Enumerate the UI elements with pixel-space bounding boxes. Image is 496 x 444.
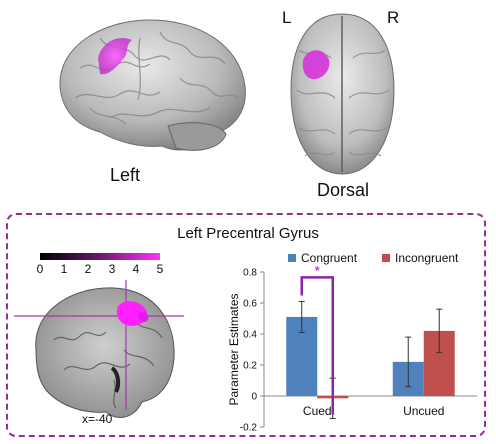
dorsal-view-label: Dorsal: [317, 180, 370, 200]
legend-swatch-incongruent: [382, 254, 390, 262]
sagittal-slice: [14, 280, 184, 418]
y-tick-label: -0.2: [240, 423, 258, 434]
x-tick-label: Cued: [303, 404, 332, 418]
dorsal-brain-render: [290, 13, 395, 175]
left-view-label: Left: [110, 165, 141, 185]
colorbar-tick: 0: [36, 262, 44, 276]
colorbar-tick: 1: [60, 262, 68, 276]
lateral-brain-render: [59, 19, 246, 151]
y-tick-label: 0.8: [243, 268, 257, 279]
y-tick-label: 0.2: [243, 361, 257, 372]
colorbar-tick: 5: [156, 262, 164, 276]
colorbar-tick: 2: [84, 262, 92, 276]
bar-chart: -0.2 0 0.2 0.4 0.6 0.8 Parameter Estimates Cued…: [227, 251, 477, 434]
significance-bracket: [300, 276, 334, 415]
left-hemisphere-label: L: [282, 8, 292, 27]
x-tick-label: Uncued: [403, 404, 444, 418]
colorbar-tick: 3: [108, 262, 116, 276]
significance-marker: *: [315, 262, 321, 278]
right-hemisphere-label: R: [387, 8, 400, 27]
roi-panel-frame: [6, 213, 486, 437]
y-tick-label: 0.6: [243, 299, 257, 310]
legend-label-incongruent: Incongruent: [395, 251, 459, 265]
legend-label-congruent: Congruent: [301, 251, 358, 265]
y-tick-label: 0: [251, 392, 257, 403]
slice-coordinate: x=-40: [82, 412, 113, 426]
colorbar-tick: 4: [132, 262, 140, 276]
colorbar: [40, 253, 160, 260]
y-tick-label: 0.4: [243, 330, 257, 341]
legend-swatch-congruent: [288, 254, 296, 262]
y-axis-label: Parameter Estimates: [227, 293, 241, 405]
panel-title: Left Precentral Gyrus: [177, 225, 319, 242]
